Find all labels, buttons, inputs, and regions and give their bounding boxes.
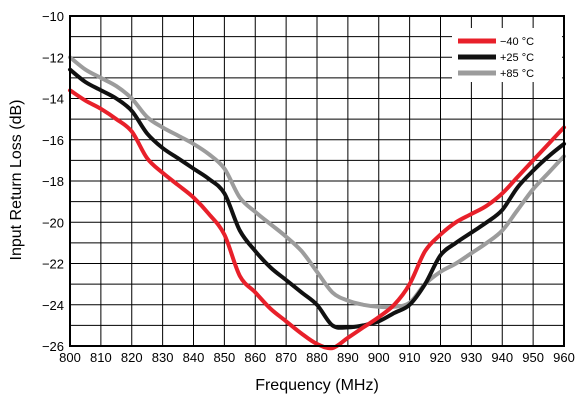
x-tick-label: 960	[553, 350, 575, 365]
x-tick-labels: 800 810 820 830 840 850 860 870 880 890 900 910 920 9…	[59, 350, 575, 365]
y-tick-label: −22	[42, 257, 64, 272]
y-tick-label: −16	[42, 133, 64, 148]
x-tick-label: 950	[522, 350, 544, 365]
x-tick-label: 910	[399, 350, 421, 365]
x-tick-label: 890	[337, 350, 359, 365]
y-tick-label: −18	[42, 174, 64, 189]
x-tick-label: 900	[368, 350, 390, 365]
x-tick-label: 850	[214, 350, 236, 365]
legend-label: +85 °C	[500, 68, 534, 80]
y-axis-label: Input Return Loss (dB)	[8, 100, 25, 261]
x-axis-label: Frequency (MHz)	[255, 377, 379, 394]
legend-label: +25 °C	[500, 52, 534, 64]
legend-label: −40 °C	[500, 36, 534, 48]
x-tick-label: 880	[306, 350, 328, 365]
plot-frame	[69, 15, 565, 347]
y-tick-label: −26	[42, 339, 64, 354]
y-tick-label: −10	[42, 9, 64, 24]
y-tick-label: −24	[42, 298, 64, 313]
x-tick-label: 870	[275, 350, 297, 365]
x-tick-label: 860	[244, 350, 266, 365]
y-tick-label: −20	[42, 215, 64, 230]
x-tick-label: 940	[491, 350, 513, 365]
x-tick-label: 810	[90, 350, 112, 365]
y-tick-labels: −10 −12 −14 −16 −18 −20 −22 −24 −26	[42, 9, 64, 354]
x-tick-label: 820	[121, 350, 143, 365]
y-tick-label: −14	[42, 92, 64, 107]
x-tick-label: 930	[461, 350, 483, 365]
legend: −40 °C +25 °C +85 °C	[452, 28, 562, 82]
x-tick-label: 920	[430, 350, 452, 365]
series-line-1	[68, 67, 566, 330]
series-lines	[68, 55, 566, 351]
x-tick-label: 830	[152, 350, 174, 365]
x-tick-label: 800	[59, 350, 81, 365]
y-tick-label: −12	[42, 50, 64, 65]
series-line-0	[68, 88, 566, 351]
series-line-2	[68, 55, 566, 310]
x-tick-label: 840	[183, 350, 205, 365]
